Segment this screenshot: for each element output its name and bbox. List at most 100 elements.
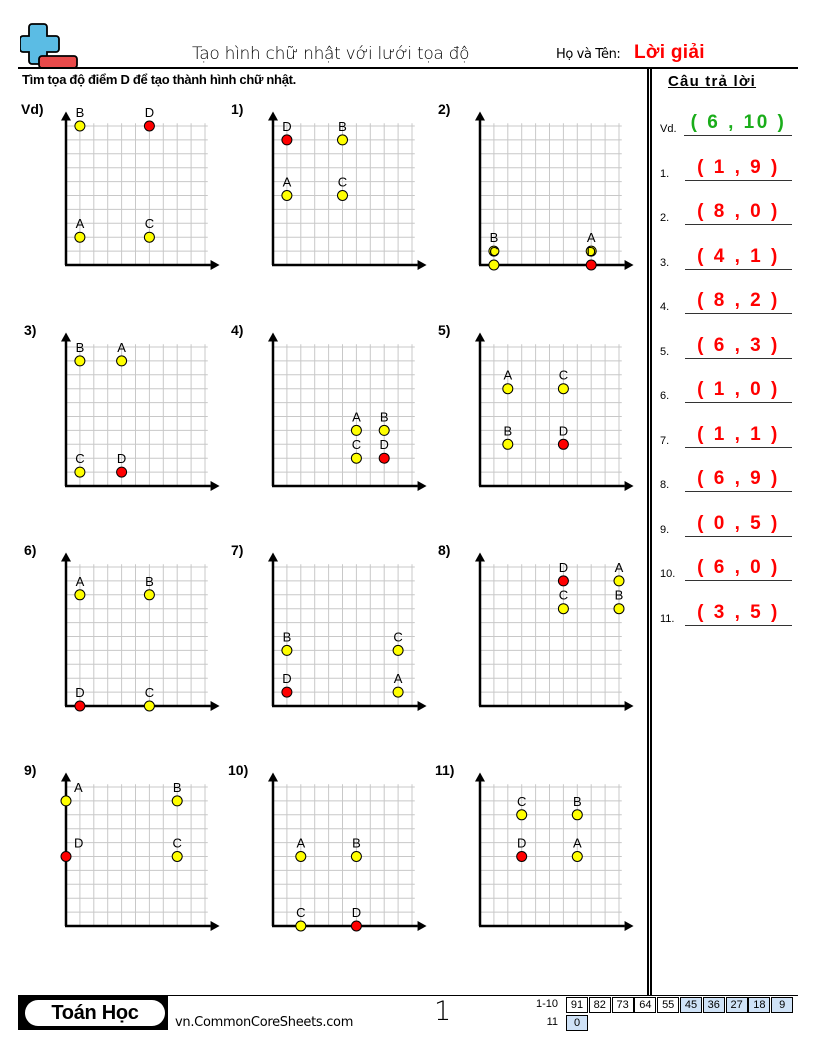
point-A (571, 851, 583, 862)
point-B (74, 355, 86, 367)
point-B (488, 245, 500, 257)
score-cell: 45 (680, 997, 702, 1013)
answer-point-D (60, 851, 72, 862)
point-B (337, 134, 348, 146)
answer-value: ( 1 , 1 ) (697, 423, 780, 445)
y-axis-arrow-icon (268, 332, 278, 342)
x-axis-arrow-icon (210, 481, 220, 491)
answer-row: 4. ( 8 , 2 ) (660, 286, 792, 316)
answer-point-D (557, 575, 569, 587)
answer-number: 9. (660, 523, 670, 536)
y-axis-arrow-icon (475, 552, 485, 562)
answer-row: 7. ( 1 , 1 ) (660, 420, 792, 450)
answer-point-D (378, 452, 390, 464)
score-row-label: 1-10 (535, 998, 558, 1010)
answer-underline (685, 624, 792, 626)
answer-number: 11. (660, 612, 675, 625)
y-axis-arrow-icon (61, 111, 71, 121)
point-C (74, 466, 86, 478)
answer-key-header: Câu trả lời (668, 73, 757, 90)
answer-value: ( 8 , 0 ) (697, 201, 780, 222)
answer-point-D (143, 120, 155, 132)
answer-underline (685, 446, 792, 448)
problem-label: 9) (24, 762, 37, 778)
answer-underline (685, 313, 792, 314)
x-axis-arrow-icon (624, 701, 634, 711)
problem-label: 8) (438, 542, 451, 558)
answer-row: 11. ( 3 , 5 ) (660, 598, 792, 628)
x-axis-arrow-icon (417, 701, 427, 711)
page-number: 1 (434, 996, 452, 1027)
score-cell: 36 (702, 997, 725, 1013)
name-value: Lời giải (634, 42, 705, 63)
problem-label: 10) (228, 762, 249, 778)
answer-point-D (516, 851, 528, 862)
coordinate-grid: B C D A (268, 552, 427, 711)
point-label: B (615, 588, 624, 603)
point-label: D (117, 451, 126, 466)
answer-row: 9. ( 0 , 5 ) (660, 509, 792, 539)
point-label: D (282, 119, 291, 134)
score-cell: 27 (725, 997, 748, 1013)
point-label: C (559, 368, 568, 383)
point-A (295, 851, 307, 862)
answer-row: 6. ( 1 , 0 ) (660, 375, 792, 405)
point-B (74, 120, 86, 132)
point-label: A (74, 780, 83, 795)
point-A (281, 190, 293, 201)
answer-point-D (585, 259, 597, 271)
x-axis-arrow-icon (624, 921, 634, 931)
answer-row: 10. ( 6 , 0 ) (660, 553, 792, 583)
point-A (585, 245, 597, 257)
point-label: D (587, 244, 596, 259)
site-link[interactable]: vn.CommonCoreSheets.com (175, 1015, 354, 1030)
point-label: B (380, 409, 389, 424)
answer-underline (685, 491, 792, 492)
problem-label: 2) (438, 101, 451, 117)
answer-underline (684, 135, 792, 136)
coordinate-grid: B A C D (61, 332, 220, 491)
problem-label: 1) (231, 101, 244, 117)
answer-underline (685, 535, 792, 537)
point-label: A (394, 671, 403, 686)
coordinate-grid: A C B D (475, 332, 634, 491)
answer-row: 5. ( 6 , 3 ) (660, 331, 792, 361)
y-axis-arrow-icon (61, 552, 71, 562)
point-C (516, 809, 528, 821)
score-cell: 73 (611, 997, 634, 1013)
score-cell: 0 (566, 1015, 588, 1031)
point-C (350, 452, 362, 464)
answer-value: ( 0 , 5 ) (697, 512, 780, 534)
answer-value: ( 6 , 9 ) (697, 468, 780, 489)
point-C (337, 190, 348, 201)
problem-label: 4) (231, 322, 244, 338)
point-label: B (145, 574, 154, 589)
answer-number: 7. (660, 434, 670, 447)
point-label: B (76, 340, 85, 355)
point-label: B (490, 230, 499, 245)
answer-underline (685, 402, 792, 403)
x-axis-arrow-icon (417, 921, 427, 931)
point-label: C (296, 905, 305, 920)
point-label: A (352, 409, 361, 424)
y-axis-arrow-icon (61, 332, 71, 342)
point-label: C (489, 244, 498, 259)
answer-number: 6. (660, 390, 670, 402)
answer-underline (685, 224, 792, 225)
answer-value: ( 6 , 0 ) (697, 557, 780, 578)
x-axis-arrow-icon (210, 260, 220, 270)
logo-plus-minus-icon (19, 20, 80, 69)
coordinate-grid: B D A C (61, 105, 220, 270)
point-A (350, 424, 362, 436)
answer-number: 2. (660, 212, 670, 224)
y-axis-arrow-icon (475, 332, 485, 342)
answer-point-D (281, 686, 293, 698)
y-axis-arrow-icon (268, 772, 278, 782)
header-divider (18, 67, 798, 69)
name-label: Họ và Tên: (556, 47, 621, 62)
answer-row: 2. ( 8 , 0 ) (660, 197, 792, 227)
problem-label: Vd) (21, 101, 44, 117)
point-A (502, 383, 514, 395)
score-cell: 82 (588, 997, 611, 1013)
answer-value: ( 6 , 10 ) (690, 112, 787, 133)
